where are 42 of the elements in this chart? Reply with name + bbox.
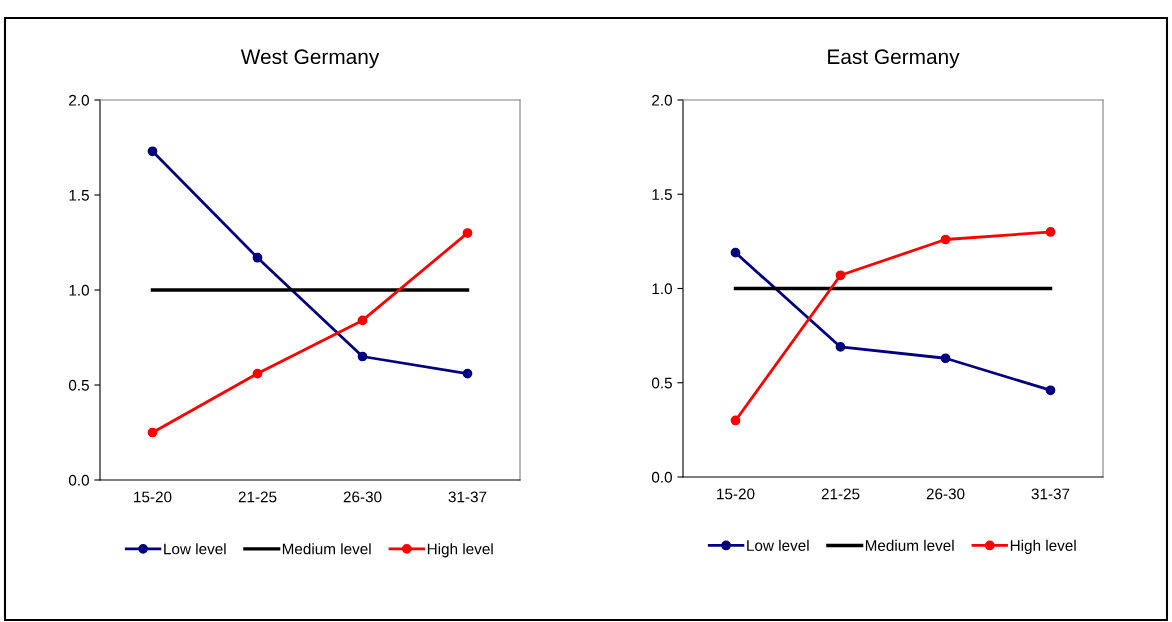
point [462, 368, 473, 379]
x-tick-label: 21-25 [238, 491, 277, 503]
x-tick-label: 21-25 [821, 488, 860, 500]
legend-label: High level [1010, 539, 1076, 554]
x-tick-label: 26-30 [343, 491, 382, 503]
legend-label: Medium level [282, 543, 371, 555]
point [730, 415, 741, 426]
point [940, 353, 951, 364]
y-tick-label: 0.5 [68, 379, 89, 391]
y-tick-label: 1.5 [652, 189, 672, 200]
legend-label: Low level [747, 539, 809, 551]
point [1045, 227, 1056, 237]
y-tick-label: 1.5 [69, 190, 89, 201]
y-tick-label: 1.0 [652, 283, 672, 295]
point [835, 342, 846, 352]
legend-label: Medium level [865, 539, 954, 551]
y-tick-label: 0.5 [651, 377, 672, 389]
legend-label: High level [427, 543, 493, 558]
point [730, 247, 741, 258]
point [252, 368, 263, 379]
point [357, 315, 368, 326]
x-tick-label: 31-37 [1031, 488, 1070, 500]
point [462, 228, 473, 238]
y-tick-label: 0.0 [651, 471, 672, 483]
point [1045, 385, 1056, 396]
chart-title: West Germany [240, 49, 380, 69]
point [940, 234, 951, 245]
y-tick-label: 0.0 [68, 474, 89, 486]
x-tick-label: 26-30 [926, 488, 965, 500]
point [147, 427, 158, 438]
x-tick-label: 31-37 [448, 491, 487, 503]
point [252, 252, 263, 263]
chart-title: East Germany [828, 49, 960, 69]
x-tick-label: 15-20 [717, 488, 755, 500]
y-tick-label: 2.0 [69, 94, 89, 106]
legend-label: Low level [164, 543, 226, 555]
point [835, 270, 846, 281]
y-tick-label: 1.0 [69, 284, 89, 296]
point [357, 351, 368, 362]
y-tick-label: 2.0 [652, 94, 672, 106]
x-tick-label: 15-20 [134, 491, 172, 503]
point [147, 146, 158, 157]
